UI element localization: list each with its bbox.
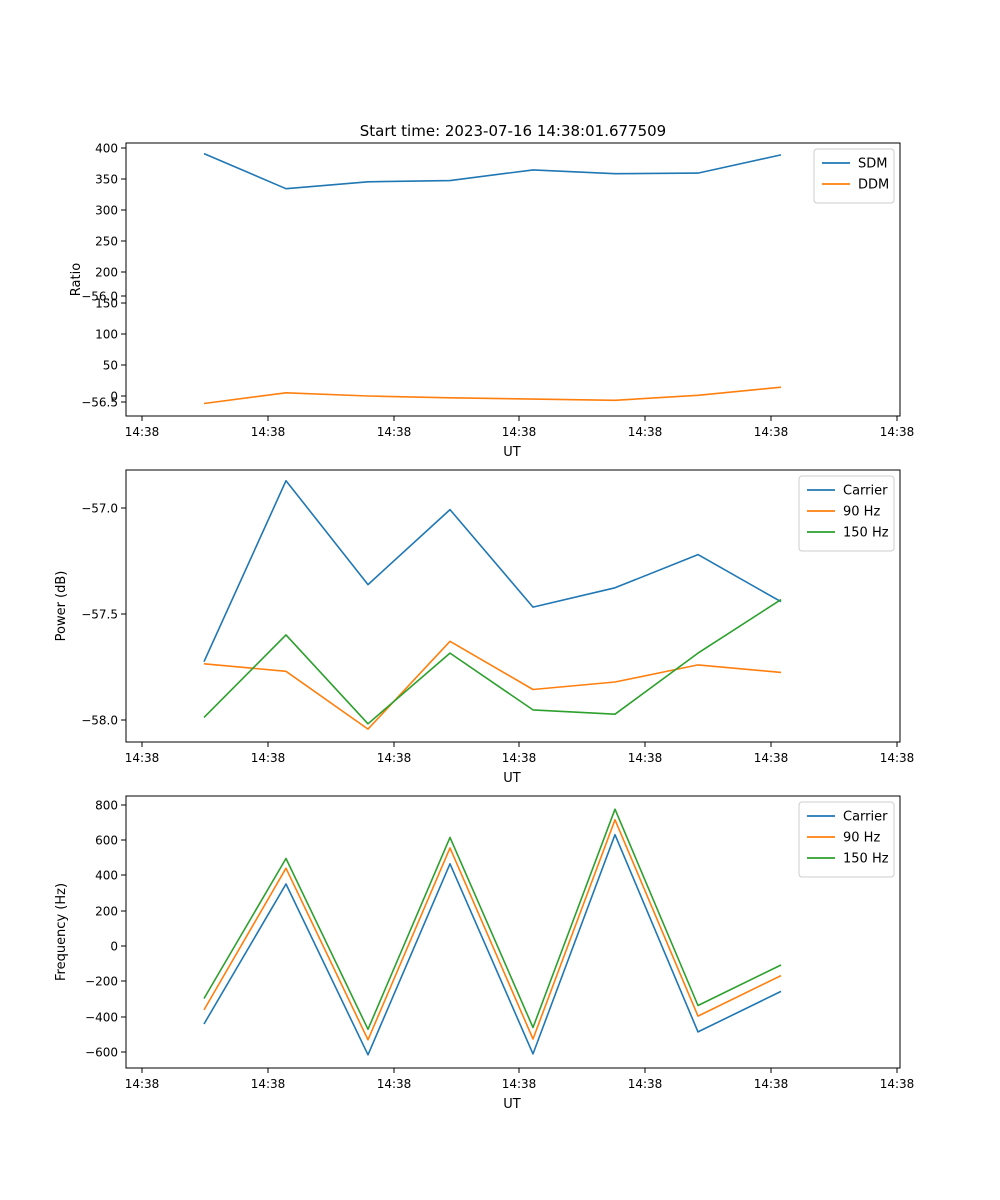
y-tick-label: −57.0 bbox=[81, 502, 118, 516]
series-line-sdm bbox=[203, 152, 782, 190]
x-tick-label: 14:38 bbox=[628, 1077, 663, 1091]
x-tick-label: 14:38 bbox=[377, 751, 412, 765]
x-tick-label: 14:38 bbox=[502, 425, 537, 439]
x-tick-label: 14:38 bbox=[754, 1077, 789, 1091]
x-tick-label: 14:38 bbox=[628, 425, 663, 439]
x-tick-label: 14:38 bbox=[754, 751, 789, 765]
y-tick-label: −600 bbox=[85, 1046, 118, 1060]
x-tick-label: 14:38 bbox=[251, 425, 286, 439]
x-tick-label: 14:38 bbox=[628, 751, 663, 765]
series-line-90-hz bbox=[203, 818, 782, 1041]
x-tick-label: 14:38 bbox=[125, 751, 160, 765]
series-line-90-hz bbox=[203, 640, 782, 730]
legend-label: 150 Hz bbox=[843, 526, 889, 541]
x-tick-label: 14:38 bbox=[377, 425, 412, 439]
x-tick-label: 14:38 bbox=[880, 425, 915, 439]
x-tick-label: 14:38 bbox=[502, 1077, 537, 1091]
legend-label: DDM bbox=[858, 178, 889, 193]
legend: Carrier 90 Hz 150 Hz bbox=[798, 475, 895, 552]
y-tick-label: 150 bbox=[95, 297, 118, 311]
y-tick-label: −400 bbox=[85, 1011, 118, 1025]
legend-label: 90 Hz bbox=[843, 505, 880, 520]
series-line-carrier bbox=[203, 833, 782, 1056]
y-tick-label: 400 bbox=[95, 869, 118, 883]
legend: Carrier 90 Hz 150 Hz bbox=[798, 801, 895, 878]
subplot-1: 14:38 14:38 14:38 14:38 14:38 14:38 14:38 0 50 10… bbox=[69, 142, 914, 461]
figure-title: Start time: 2023-07-16 14:38:01.677509 bbox=[360, 122, 666, 140]
y-tick-label: −200 bbox=[85, 975, 118, 989]
axes-frame bbox=[125, 469, 901, 743]
y-tick-label: 100 bbox=[95, 328, 118, 342]
y-tick-label: −58.0 bbox=[81, 714, 118, 728]
series-line-150-hz bbox=[203, 808, 782, 1031]
y-tick-label: −57.5 bbox=[81, 608, 118, 622]
y-tick-label: 350 bbox=[95, 173, 118, 187]
series-line-150-hz bbox=[203, 598, 782, 725]
x-tick-label: 14:38 bbox=[880, 1077, 915, 1091]
y-axis-label: Frequency (Hz) bbox=[54, 883, 69, 981]
axes-frame bbox=[125, 142, 901, 417]
y-tick-label: 250 bbox=[95, 235, 118, 249]
y-tick-label: 600 bbox=[95, 834, 118, 848]
x-axis-label: UT bbox=[503, 1097, 521, 1112]
x-tick-label: 14:38 bbox=[754, 425, 789, 439]
x-axis-label: UT bbox=[503, 445, 521, 460]
x-axis-label: UT bbox=[503, 771, 521, 786]
x-tick-label: 14:38 bbox=[880, 751, 915, 765]
y-tick-label: 0 bbox=[110, 390, 118, 404]
x-tick-label: 14:38 bbox=[502, 751, 537, 765]
x-tick-label: 14:38 bbox=[125, 1077, 160, 1091]
series-line-ddm bbox=[203, 386, 782, 405]
y-tick-label: 400 bbox=[95, 142, 118, 156]
x-tick-label: 14:38 bbox=[125, 425, 160, 439]
y-tick-label: 800 bbox=[95, 799, 118, 813]
legend-label: SDM bbox=[858, 157, 887, 172]
y-tick-label: 0 bbox=[110, 940, 118, 954]
legend: SDM DDM bbox=[813, 148, 895, 204]
y-tick-label: −56.5 bbox=[81, 396, 118, 410]
y-tick-label: 200 bbox=[95, 266, 118, 280]
x-tick-label: 14:38 bbox=[251, 751, 286, 765]
y-tick-label: 300 bbox=[95, 204, 118, 218]
y-axis-label: Power (dB) bbox=[54, 571, 69, 642]
axes-frame bbox=[125, 795, 901, 1069]
legend-label: Carrier bbox=[843, 484, 888, 499]
legend-label: 150 Hz bbox=[843, 852, 889, 867]
y-axis-label: Ratio bbox=[69, 263, 84, 296]
y-tick-label: 200 bbox=[95, 905, 118, 919]
legend-label: 90 Hz bbox=[843, 831, 880, 846]
series-line-carrier bbox=[203, 479, 782, 663]
x-tick-label: 14:38 bbox=[377, 1077, 412, 1091]
legend-label: Carrier bbox=[843, 810, 888, 825]
subplot-3: 14:38 14:38 14:38 14:38 14:38 14:38 14:38 −600 −… bbox=[54, 795, 915, 1112]
x-tick-label: 14:38 bbox=[251, 1077, 286, 1091]
y-tick-label: −56.0 bbox=[81, 290, 118, 304]
y-tick-label: 50 bbox=[103, 359, 118, 373]
subplot-2: 14:38 14:38 14:38 14:38 14:38 14:38 14:38 −58.0… bbox=[54, 290, 914, 787]
